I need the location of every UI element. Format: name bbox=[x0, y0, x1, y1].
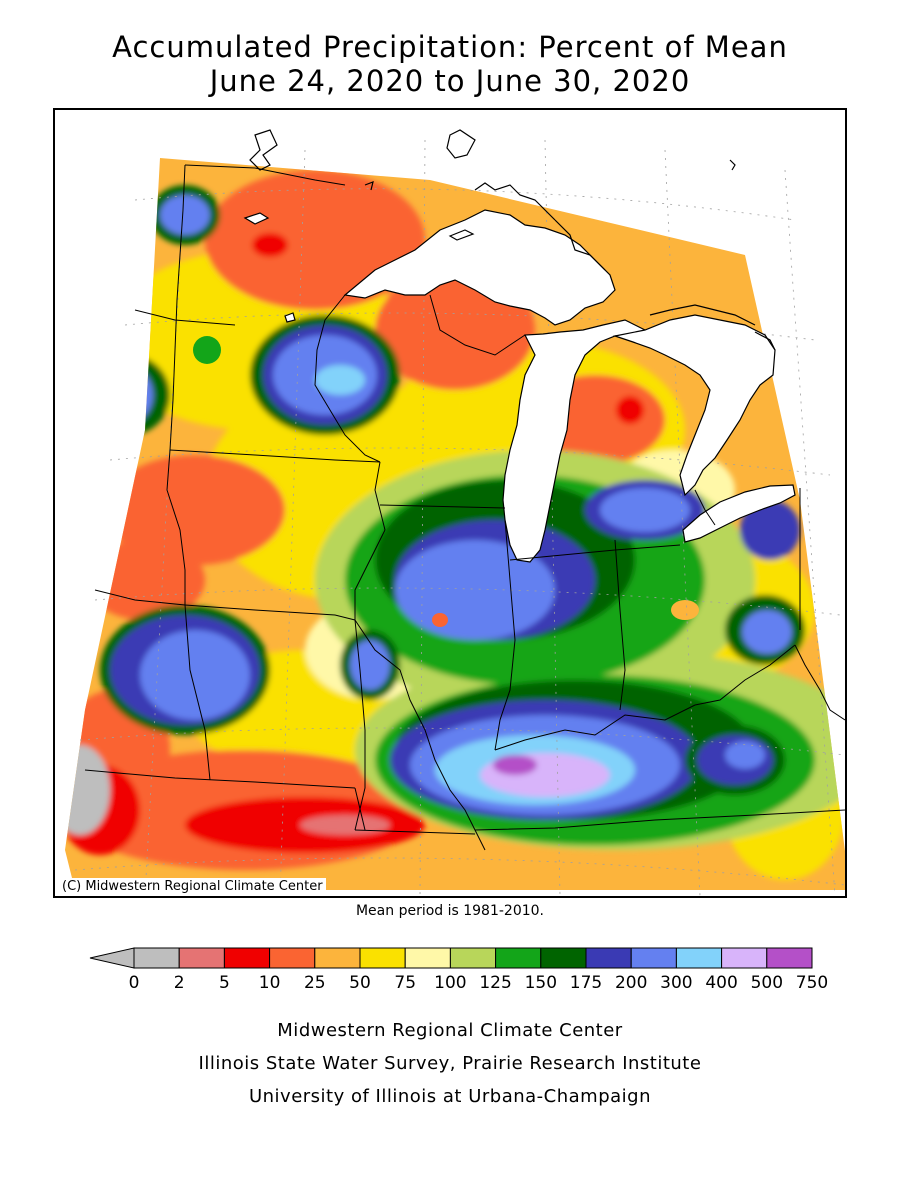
color-legend: 0 2 5 10 25 50 75 100 125 150 175 200 300 400 500 750 bbox=[89, 947, 828, 993]
legend-tick-label: 25 bbox=[304, 973, 326, 993]
legend-bin-300-400 bbox=[675, 947, 723, 969]
legend-tick-label: 2 bbox=[174, 973, 185, 993]
legend-bin-75-100 bbox=[404, 947, 451, 969]
legend-tick-label: 400 bbox=[705, 973, 737, 993]
map-title: Accumulated Precipitation: Percent of Me… bbox=[112, 30, 788, 64]
legend-bin-25-50 bbox=[314, 947, 361, 969]
legend-tick-label: 50 bbox=[349, 973, 371, 993]
legend-bin-150-175 bbox=[540, 947, 587, 969]
legend-tick-label: 5 bbox=[219, 973, 230, 993]
legend-tick-label: 75 bbox=[394, 973, 416, 993]
legend-bin-10-25 bbox=[269, 947, 316, 969]
legend-tick-label: 10 bbox=[259, 973, 281, 993]
map-copyright: (C) Midwestern Regional Climate Center bbox=[59, 878, 326, 896]
legend-tick-label: 175 bbox=[570, 973, 602, 993]
legend-tick-label: 500 bbox=[751, 973, 783, 993]
legend-tick-label: 0 bbox=[129, 973, 140, 993]
state-borders bbox=[84, 164, 845, 851]
legend-bin-50-75 bbox=[359, 947, 406, 969]
legend-bin-175-200 bbox=[585, 947, 632, 969]
canada-coastline bbox=[249, 129, 776, 351]
legend-tick-label: 100 bbox=[434, 973, 466, 993]
legend-bin-2-5 bbox=[178, 947, 225, 969]
legend-under-arrow bbox=[89, 947, 135, 969]
legend-bin-5-10 bbox=[223, 947, 271, 969]
credit-mrcc: Midwestern Regional Climate Center bbox=[277, 1020, 623, 1041]
legend-bin-100-125 bbox=[449, 947, 497, 969]
legend-bin-0-2 bbox=[133, 947, 180, 969]
legend-bin-500-750 bbox=[766, 947, 813, 969]
credit-isws: Illinois State Water Survey, Prairie Res… bbox=[198, 1053, 702, 1074]
legend-tick-label: 300 bbox=[660, 973, 692, 993]
legend-tick-label: 125 bbox=[479, 973, 511, 993]
mean-period-note: Mean period is 1981-2010. bbox=[355, 903, 545, 919]
legend-tick-label: 200 bbox=[615, 973, 647, 993]
precipitation-map bbox=[53, 108, 847, 898]
grid-lines bbox=[74, 139, 845, 896]
legend-bin-125-150 bbox=[495, 947, 542, 969]
great-lakes bbox=[243, 209, 796, 563]
legend-tick-label: 750 bbox=[796, 973, 828, 993]
legend-tick-label: 150 bbox=[525, 973, 557, 993]
legend-bin-400-500 bbox=[721, 947, 768, 969]
map-date-range: June 24, 2020 to June 30, 2020 bbox=[209, 64, 691, 98]
legend-bin-200-300 bbox=[630, 947, 677, 969]
credit-uiuc: University of Illinois at Urbana-Champai… bbox=[248, 1086, 652, 1107]
